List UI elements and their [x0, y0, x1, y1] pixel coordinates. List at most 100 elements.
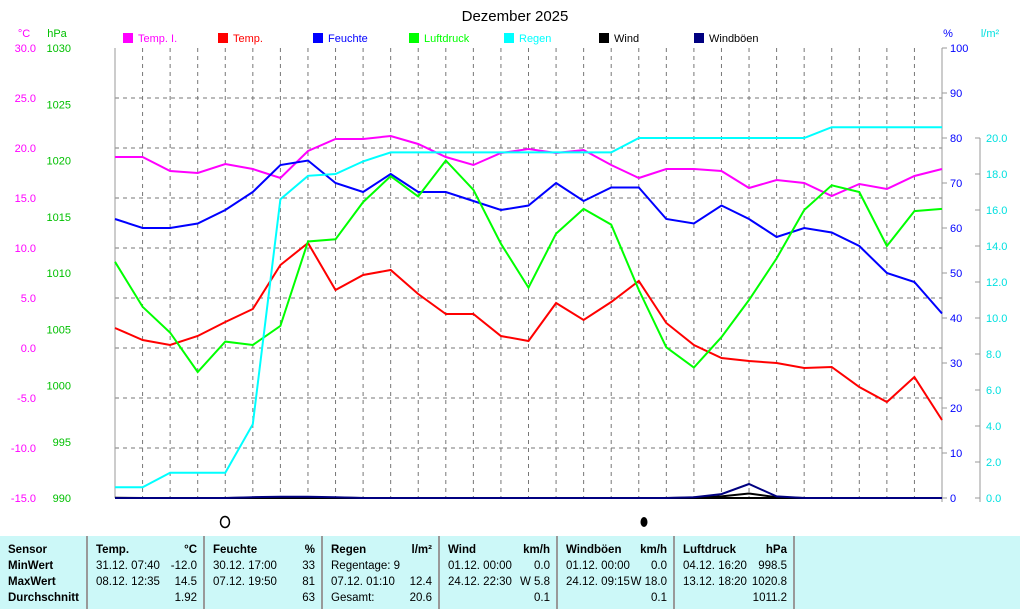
- tick-label-pressure: 1000: [47, 381, 71, 393]
- column-unit: hPa: [765, 544, 787, 556]
- axis-label-humidity: %: [943, 28, 953, 40]
- full-moon-icon: [219, 515, 231, 529]
- tick-label-humidity: 30: [950, 358, 962, 370]
- tick-label-pressure: 1025: [47, 99, 71, 111]
- tick-label-pressure: 1005: [47, 324, 71, 336]
- cell-label: MinWert: [8, 560, 54, 572]
- legend-label: Wind: [614, 33, 639, 45]
- table-row: 07.12. 19:50 81: [213, 574, 315, 590]
- tick-label-temp: 15.0: [15, 193, 36, 205]
- cell-label: 04.12. 16:20: [683, 560, 747, 572]
- table-row: 24.12. 22:30 W 5.8: [448, 574, 550, 590]
- table-row: Regentage: 9: [331, 558, 432, 574]
- tick-label-rain: 10.0: [986, 313, 1007, 325]
- table-row: 01.12. 00:00 0.0: [566, 558, 667, 574]
- tick-label-temp: -15.0: [11, 493, 36, 505]
- cell-value: W 5.8: [519, 576, 550, 588]
- cell-value: -12.0: [170, 560, 197, 572]
- cell-value: 81: [302, 576, 315, 588]
- tick-label-rain: 8.0: [986, 349, 1001, 361]
- legend-swatch: [694, 33, 704, 43]
- tick-label-humidity: 0: [950, 493, 956, 505]
- table-row: 08.12. 12:35 14.5: [96, 574, 197, 590]
- statistics-table: Sensor MinWert MaxWert Durchschnitt Temp. °C 3…: [0, 535, 1020, 609]
- cell-label: 31.12. 07:40: [96, 560, 160, 572]
- table-row: MinWert: [8, 558, 80, 574]
- cell-value: 14.5: [174, 576, 197, 588]
- tick-label-rain: 14.0: [986, 241, 1007, 253]
- legend-swatch: [599, 33, 609, 43]
- cell-label: 30.12. 17:00: [213, 560, 277, 572]
- series-line-temp-: [114, 241, 943, 421]
- legend-swatch: [313, 33, 323, 43]
- tick-label-pressure: 1020: [47, 156, 71, 168]
- column-unit: km/h: [523, 544, 550, 556]
- tick-label-rain: 0.0: [986, 493, 1001, 505]
- tick-label-rain: 18.0: [986, 169, 1007, 181]
- table-row: 01.12. 00:00 0.0: [448, 558, 550, 574]
- table-row: 0.1: [448, 590, 550, 606]
- legend-label: Temp. I.: [138, 33, 177, 45]
- table-row: Gesamt: 20.6: [331, 590, 432, 606]
- table-row: 63: [213, 590, 315, 606]
- tick-label-humidity: 80: [950, 133, 962, 145]
- tick-label-temp: 20.0: [15, 143, 36, 155]
- axis-label-pressure: hPa: [47, 28, 67, 40]
- legend-label: Feuchte: [328, 33, 368, 45]
- series-line-temp-i-: [115, 134, 943, 198]
- table-row: 0.1: [566, 590, 667, 606]
- cell-label: 13.12. 18:20: [683, 576, 747, 588]
- column-header: Feuchte: [213, 544, 258, 556]
- table-row: Durchschnitt: [8, 590, 80, 606]
- table-row: 1011.2: [683, 590, 787, 606]
- tick-label-humidity: 50: [950, 268, 962, 280]
- cell-value: 1.92: [174, 592, 197, 604]
- series-line-feuchte: [114, 159, 943, 315]
- cell-label: 07.12. 19:50: [213, 576, 277, 588]
- table-column: Temp. °C 31.12. 07:40 -12.0 08.12. 12:35 14.5…: [88, 536, 205, 609]
- cell-label: 24.12. 09:15: [566, 576, 630, 588]
- new-moon-icon: [640, 517, 648, 527]
- column-unit: °C: [184, 544, 197, 556]
- cell-value: 33: [302, 560, 315, 572]
- table-row: 31.12. 07:40 -12.0: [96, 558, 197, 574]
- column-header: Luftdruck: [683, 544, 737, 556]
- table-column: Sensor MinWert MaxWert Durchschnitt: [0, 536, 88, 609]
- legend-label: Luftdruck: [424, 33, 470, 45]
- table-column: Windböen km/h 01.12. 00:00 0.0 24.12. 09:15 W…: [558, 536, 675, 609]
- tick-label-rain: 4.0: [986, 421, 1001, 433]
- weather-chart: Dezember 2025 °C hPa% l/m² -15.0 -10.0 -5.0 0.0…: [11, 8, 1007, 529]
- table-column: Luftdruck hPa 04.12. 16:20 998.5 13.12. 18:2…: [675, 536, 795, 609]
- tick-label-temp: 25.0: [15, 93, 36, 105]
- tick-label-humidity: 20: [950, 403, 962, 415]
- column-header: Sensor: [8, 544, 47, 556]
- cell-value: 0.1: [651, 592, 667, 604]
- legend-swatch: [123, 33, 133, 43]
- legend-swatch: [409, 33, 419, 43]
- tick-label-humidity: 40: [950, 313, 962, 325]
- column-unit: l/m²: [411, 544, 432, 556]
- tick-label-temp: 5.0: [21, 293, 36, 305]
- column-header: Windböen: [566, 544, 622, 556]
- legend-swatch: [218, 33, 228, 43]
- table-row: 24.12. 09:15 W 18.0: [566, 574, 667, 590]
- legend-label: Windböen: [709, 33, 759, 45]
- tick-label-humidity: 10: [950, 448, 962, 460]
- series-line-windböen: [115, 482, 942, 499]
- tick-label-temp: 0.0: [21, 343, 36, 355]
- tick-label-humidity: 100: [950, 43, 968, 55]
- legend-label: Temp.: [233, 33, 263, 45]
- cell-label: 01.12. 00:00: [448, 560, 512, 572]
- cell-label: Gesamt:: [331, 592, 375, 604]
- chart-title: Dezember 2025: [462, 8, 569, 25]
- legend-label: Regen: [519, 33, 551, 45]
- column-unit: %: [304, 544, 315, 556]
- table-row: 07.12. 01:10 12.4: [331, 574, 432, 590]
- tick-label-rain: 16.0: [986, 205, 1007, 217]
- tick-label-temp: -5.0: [17, 393, 36, 405]
- tick-label-rain: 2.0: [986, 457, 1001, 469]
- tick-label-humidity: 60: [950, 223, 962, 235]
- tick-label-humidity: 90: [950, 88, 962, 100]
- series-line-regen: [115, 126, 942, 489]
- cell-label: Regentage: 9: [331, 560, 401, 572]
